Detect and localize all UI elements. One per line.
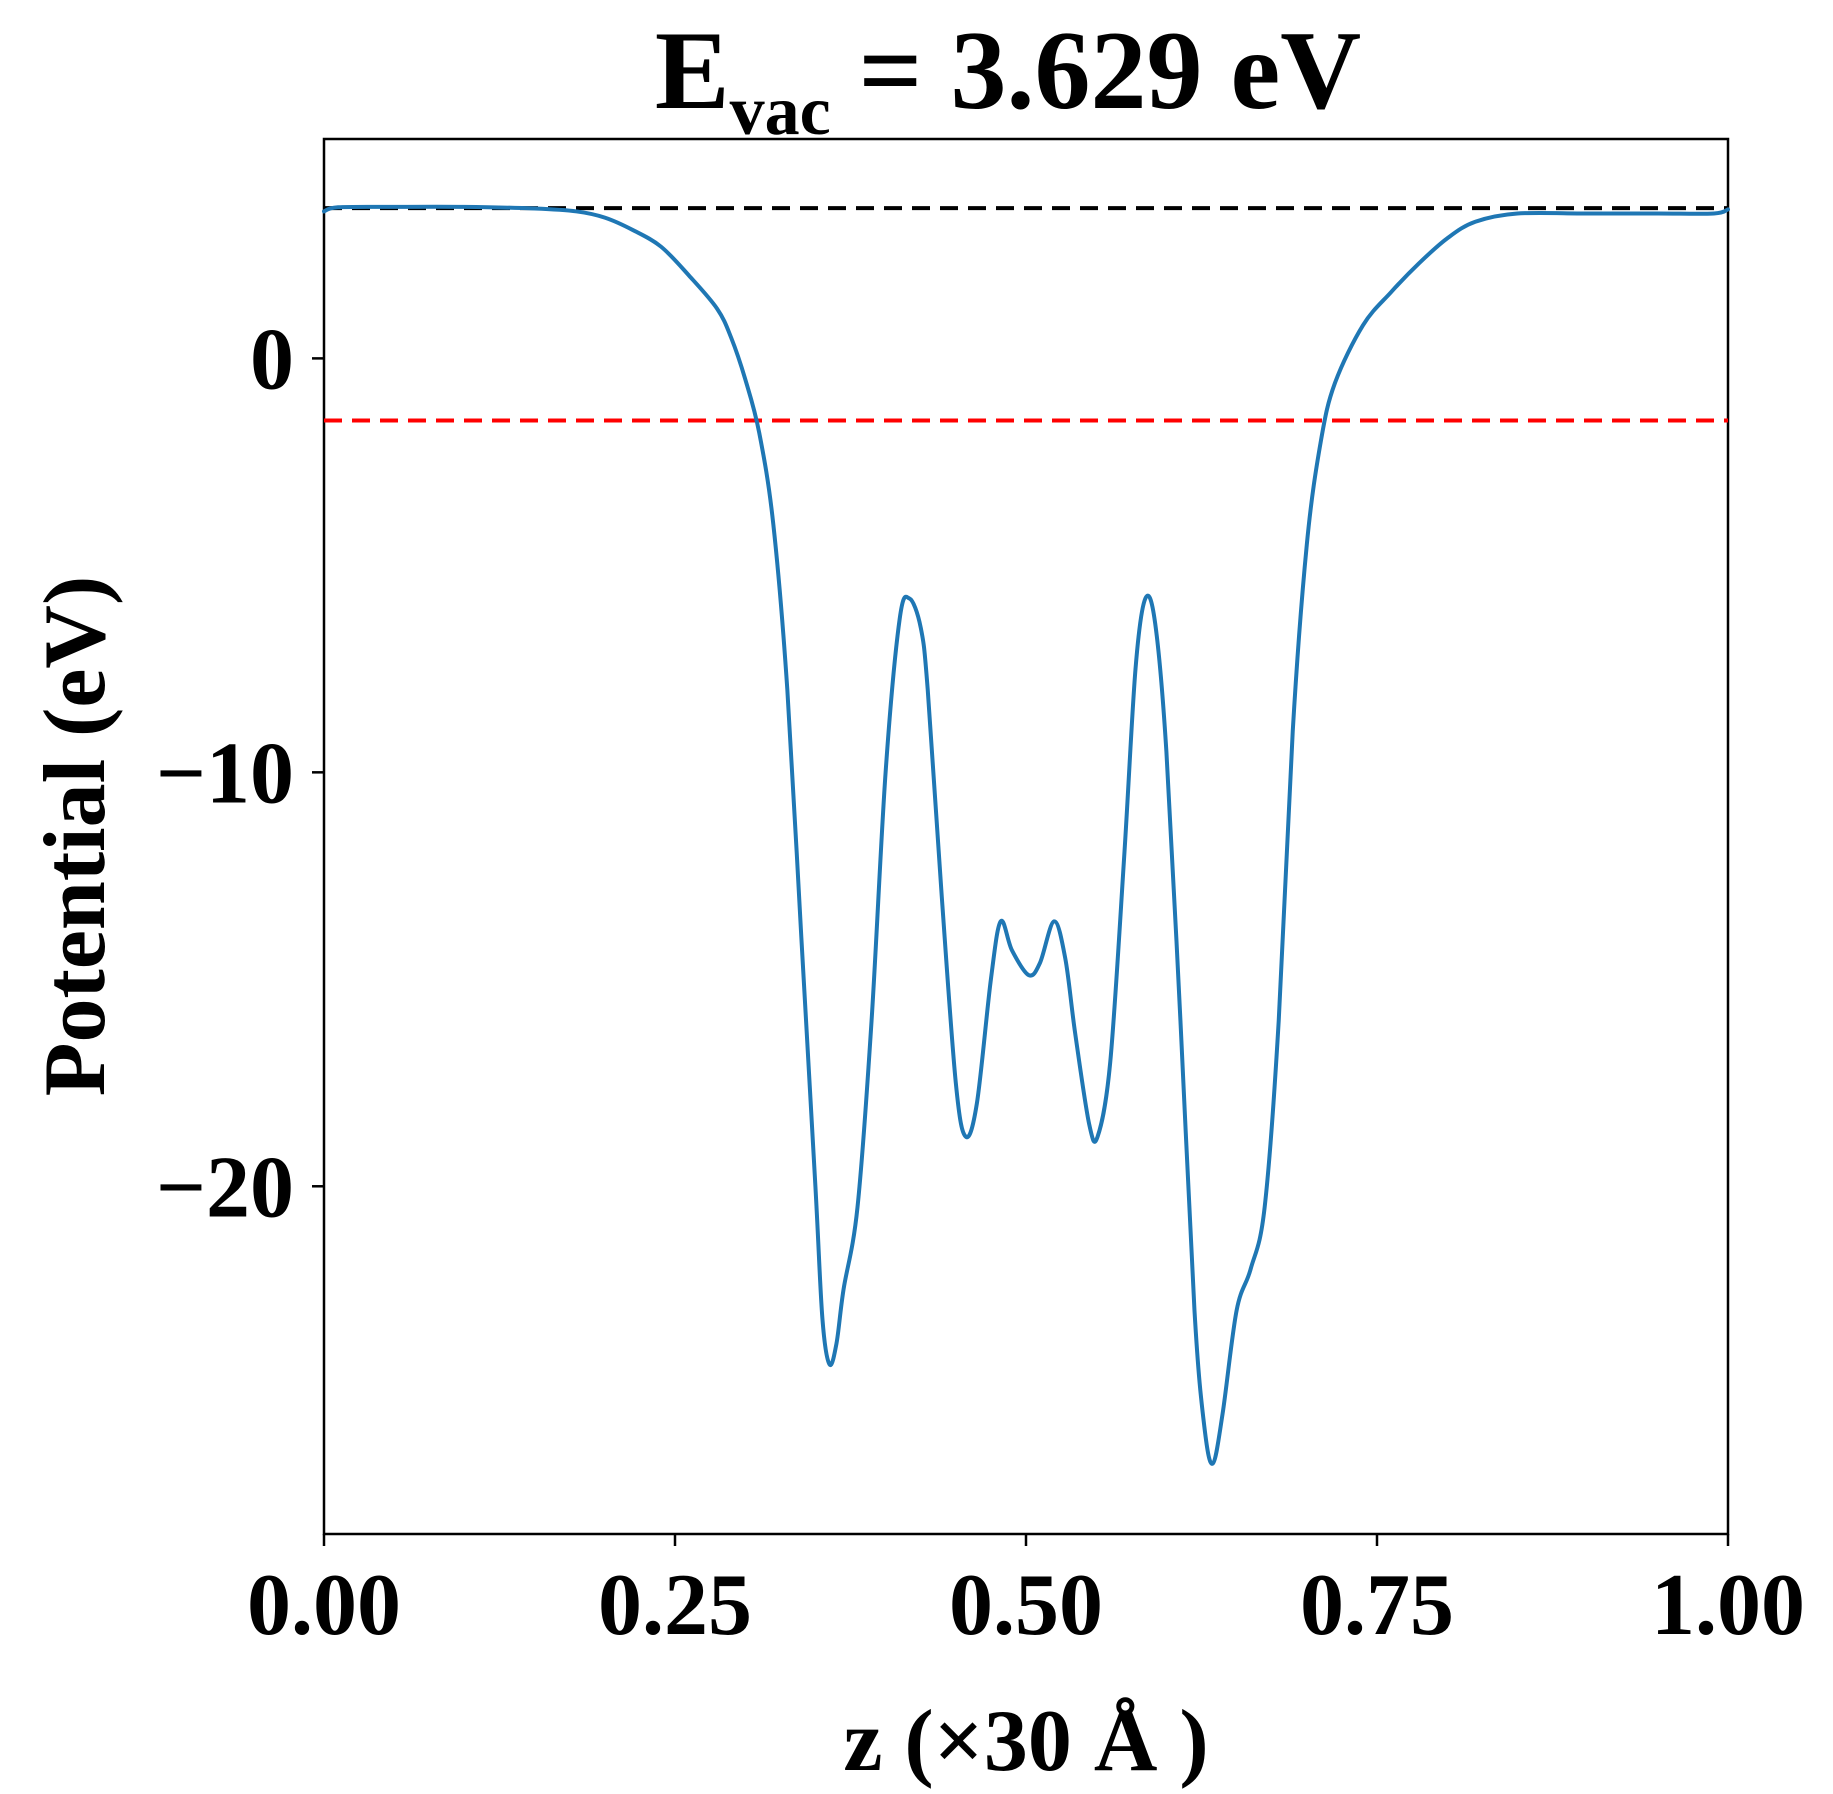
x-axis-label: z (×30 Å ) [843, 1693, 1208, 1790]
x-tick-label: 0.50 [949, 1557, 1103, 1654]
y-tick-label: −10 [156, 725, 294, 822]
title-main: E [655, 9, 730, 133]
x-tick-label: 1.00 [1651, 1557, 1805, 1654]
series-layer [322, 204, 1730, 1466]
x-axis-ticks: 0.00 0.25 0.50 0.75 1.00 [247, 1534, 1805, 1654]
x-tick-label: 0.75 [1300, 1557, 1454, 1654]
reference-lines [324, 206, 1728, 423]
y-tick-label: 0 [250, 311, 294, 408]
plot-frame [322, 137, 1730, 1536]
chart-title: Evac = 3.629 eV [655, 9, 1361, 150]
title-rest: = 3.629 eV [831, 9, 1361, 133]
y-axis-label: Potential (eV) [27, 576, 124, 1096]
title-subscript: vac [730, 73, 831, 150]
y-tick-label: −20 [156, 1139, 294, 1236]
series-line-0 [322, 204, 1730, 1466]
x-tick-label: 0.25 [598, 1557, 752, 1654]
x-tick-label: 0.00 [247, 1557, 401, 1654]
y-axis-ticks: 0 −10 −20 [156, 311, 324, 1236]
